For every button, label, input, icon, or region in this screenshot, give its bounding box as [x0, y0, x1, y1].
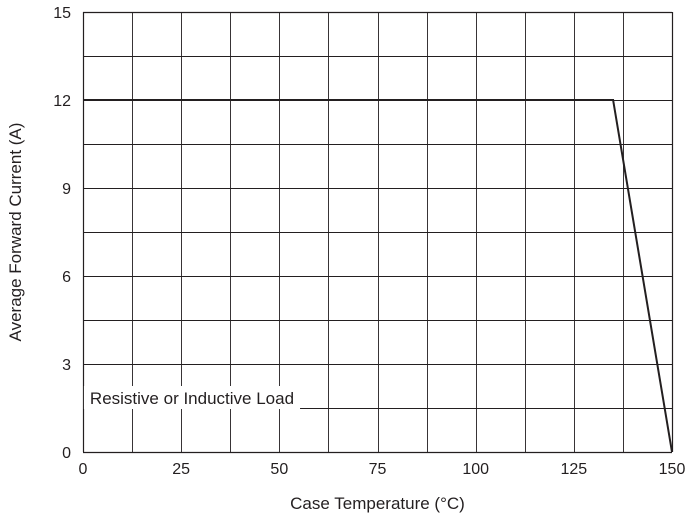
x-tick-label: 75 — [369, 461, 387, 478]
y-tick-label: 12 — [53, 93, 71, 110]
y-tick-labels: 0 3 6 9 12 15 — [53, 5, 71, 462]
y-tick-label: 0 — [62, 445, 71, 462]
x-tick-label: 0 — [79, 461, 88, 478]
y-axis-title: Average Forward Current (A) — [6, 123, 25, 342]
x-tick-label: 50 — [270, 461, 288, 478]
x-tick-label: 150 — [659, 461, 686, 478]
series-layer — [83, 99, 673, 453]
y-tick-label: 6 — [62, 269, 71, 286]
x-axis-title: Case Temperature (°C) — [290, 494, 465, 513]
x-tick-labels: 0 25 50 75 100 125 150 — [79, 461, 686, 478]
x-tick-label: 25 — [172, 461, 190, 478]
annotation-background — [83, 386, 301, 409]
series-line — [83, 99, 673, 453]
x-tick-label: 100 — [462, 461, 489, 478]
y-tick-label: 9 — [62, 181, 71, 198]
annotation-layer: Resistive or Inductive Load — [83, 386, 301, 409]
x-tick-label: 125 — [560, 461, 587, 478]
annotation-label: Resistive or Inductive Load — [90, 389, 294, 408]
y-tick-label: 15 — [53, 5, 71, 22]
y-tick-label: 3 — [62, 357, 71, 374]
